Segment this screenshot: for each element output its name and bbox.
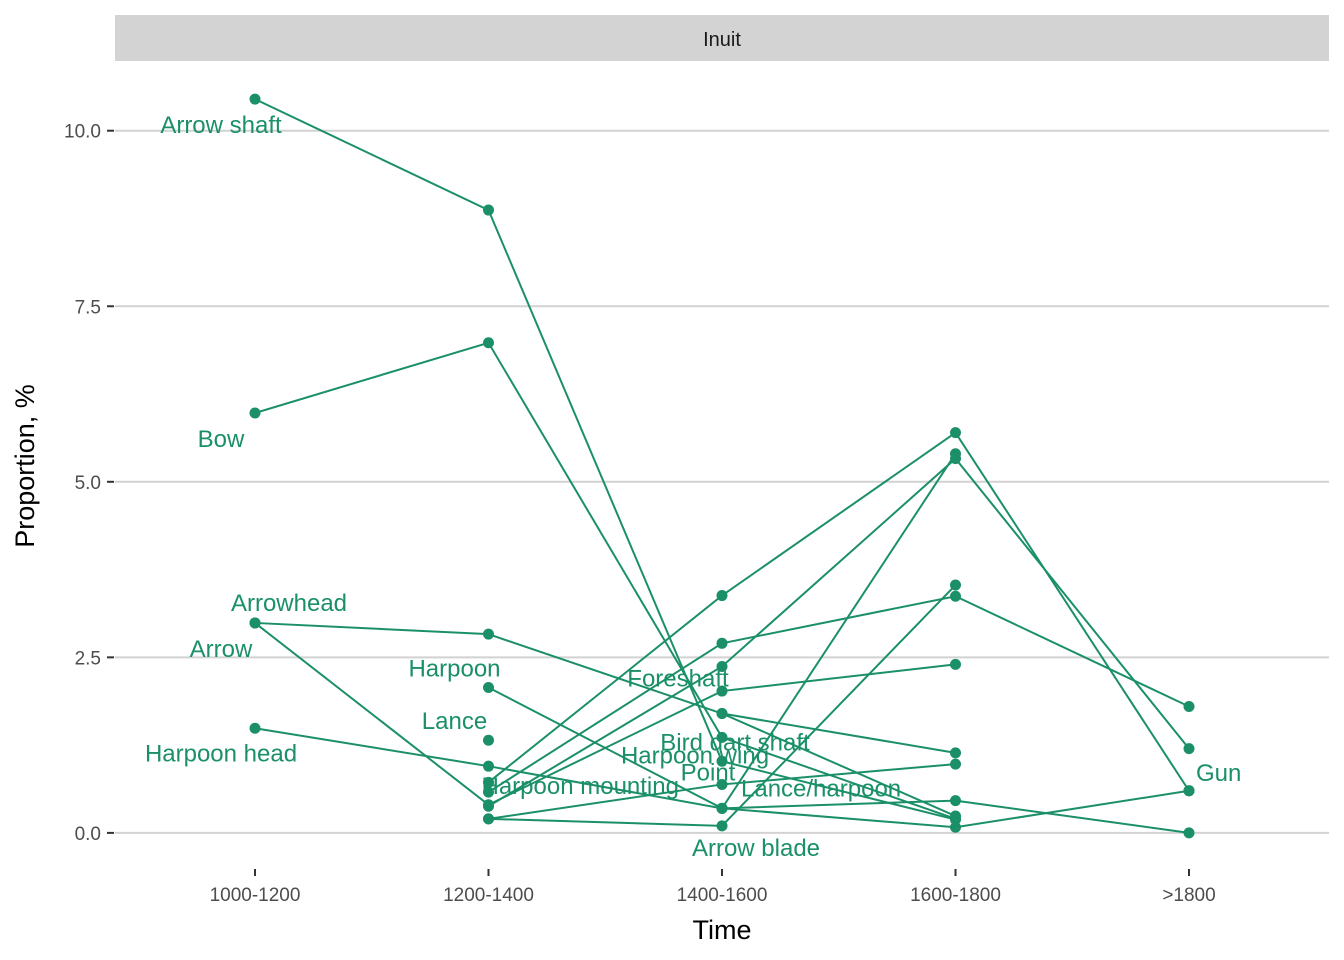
data-point-arrowhead (483, 628, 494, 640)
data-point-bow (483, 337, 494, 349)
x-tick-label: >1800 (1162, 885, 1215, 906)
series-label-bird-dart-shaft: Bird dart shaft (660, 730, 810, 757)
data-point-harpoon-wing (716, 590, 728, 602)
series-label-arrowhead: Arrowhead (231, 590, 347, 617)
data-point-harpoon-wing (483, 776, 494, 788)
series-label-lance-harpoon: Lance/harpoon (741, 775, 901, 802)
data-point-foreshaft (716, 637, 728, 649)
series-label-harpoon-wing: Harpoon wing (621, 743, 769, 770)
data-point-harpoon (483, 682, 494, 694)
data-point-arrow-blade (483, 813, 494, 825)
series-line-foreshaft (487, 595, 1190, 794)
facet-strip-background (115, 15, 1329, 61)
series-label-gun: Gun (1196, 760, 1241, 787)
series-label-arrow-shaft: Arrow shaft (160, 112, 282, 139)
data-point-point (716, 660, 728, 672)
x-axis-title: Time (693, 915, 752, 945)
data-point-harpoon-head (483, 760, 494, 772)
series-line-harpoon (488, 686, 1190, 829)
facet-strip: Inuit (115, 15, 1329, 61)
series-line-arrow-shaft (254, 98, 956, 821)
data-point-bow (249, 407, 261, 419)
x-tick-label: 1600-1800 (910, 885, 1001, 906)
data-point-arrowhead (950, 747, 961, 759)
series-line-lance-harpoon (721, 453, 957, 809)
data-point-foreshaft (483, 786, 494, 798)
data-point-point (483, 800, 494, 812)
data-point-arrow-blade (716, 820, 728, 832)
data-point-lance-harpoon (950, 448, 961, 460)
data-point-arrow (950, 658, 961, 670)
series-label-harpoon-head: Harpoon head (145, 740, 297, 767)
y-axis: 0.0 2.5 5.0 7.5 10.0 (64, 122, 114, 845)
data-point-bow (716, 731, 728, 743)
series-label-arrow: Arrow (190, 636, 253, 663)
x-tick-label: 1000-1200 (210, 885, 301, 906)
data-point-arrow-shaft (483, 204, 494, 216)
data-point-lance-harpoon (716, 802, 728, 814)
data-point-arrow (249, 617, 261, 629)
data-point-harpoon-mounting (950, 758, 961, 770)
x-tick-label: 1400-1600 (677, 885, 768, 906)
series-line-arrowhead (254, 621, 956, 754)
data-point-bird-dart-shaft (716, 708, 728, 720)
data-point-gun (1183, 785, 1195, 797)
series-line-point (487, 457, 1190, 808)
y-tick-label: 7.5 (75, 297, 101, 318)
data-point-point (1183, 743, 1195, 755)
series-labels: Arrow shaft Bow Arrowhead Arrow Harpoon head… (145, 112, 1241, 862)
series-label-arrow-blade: Arrow blade (692, 835, 820, 862)
data-point-foreshaft (1183, 700, 1195, 712)
data-point-harpoon-head (950, 795, 961, 807)
series-label-bow: Bow (198, 426, 245, 453)
facet-strip-label: Inuit (703, 29, 741, 51)
y-tick-label: 5.0 (75, 473, 101, 494)
data-point-lance (483, 734, 494, 746)
x-tick-label: 1200-1400 (443, 885, 534, 906)
y-tick-label: 0.0 (75, 824, 101, 845)
series-line-bird-dart-shaft (721, 712, 956, 817)
data-point-harpoon-wing (950, 427, 961, 439)
gridlines (115, 129, 1329, 834)
data-point-harpoon (950, 821, 961, 833)
data-point-bird-dart-shaft (950, 810, 961, 822)
series-points (249, 93, 1195, 839)
y-axis-title: Proportion, % (10, 384, 40, 548)
data-point-arrow (716, 685, 728, 697)
data-point-harpoon-head (1183, 827, 1195, 839)
y-tick-label: 2.5 (75, 648, 101, 669)
series-label-point: Point (681, 759, 736, 786)
data-point-harpoon-mounting (716, 778, 728, 790)
series-line-bow (254, 341, 956, 820)
data-point-foreshaft (950, 590, 961, 602)
series-label-lance: Lance (422, 708, 487, 735)
series-label-harpoon-mounting: Harpoon mounting (482, 773, 679, 800)
series-line-harpoon-wing (487, 431, 1190, 792)
y-tick-label: 10.0 (64, 122, 101, 143)
series-label-harpoon: Harpoon (408, 656, 500, 683)
data-point-arrow-blade (950, 579, 961, 591)
data-point-harpoon-head (249, 722, 261, 734)
x-axis: 1000-1200 1200-1400 1400-1600 1600-1800 >180… (210, 869, 1216, 906)
data-point-arrow-shaft (249, 93, 261, 105)
series-label-foreshaft: Foreshaft (627, 665, 729, 692)
data-point-arrow-shaft (716, 755, 728, 767)
